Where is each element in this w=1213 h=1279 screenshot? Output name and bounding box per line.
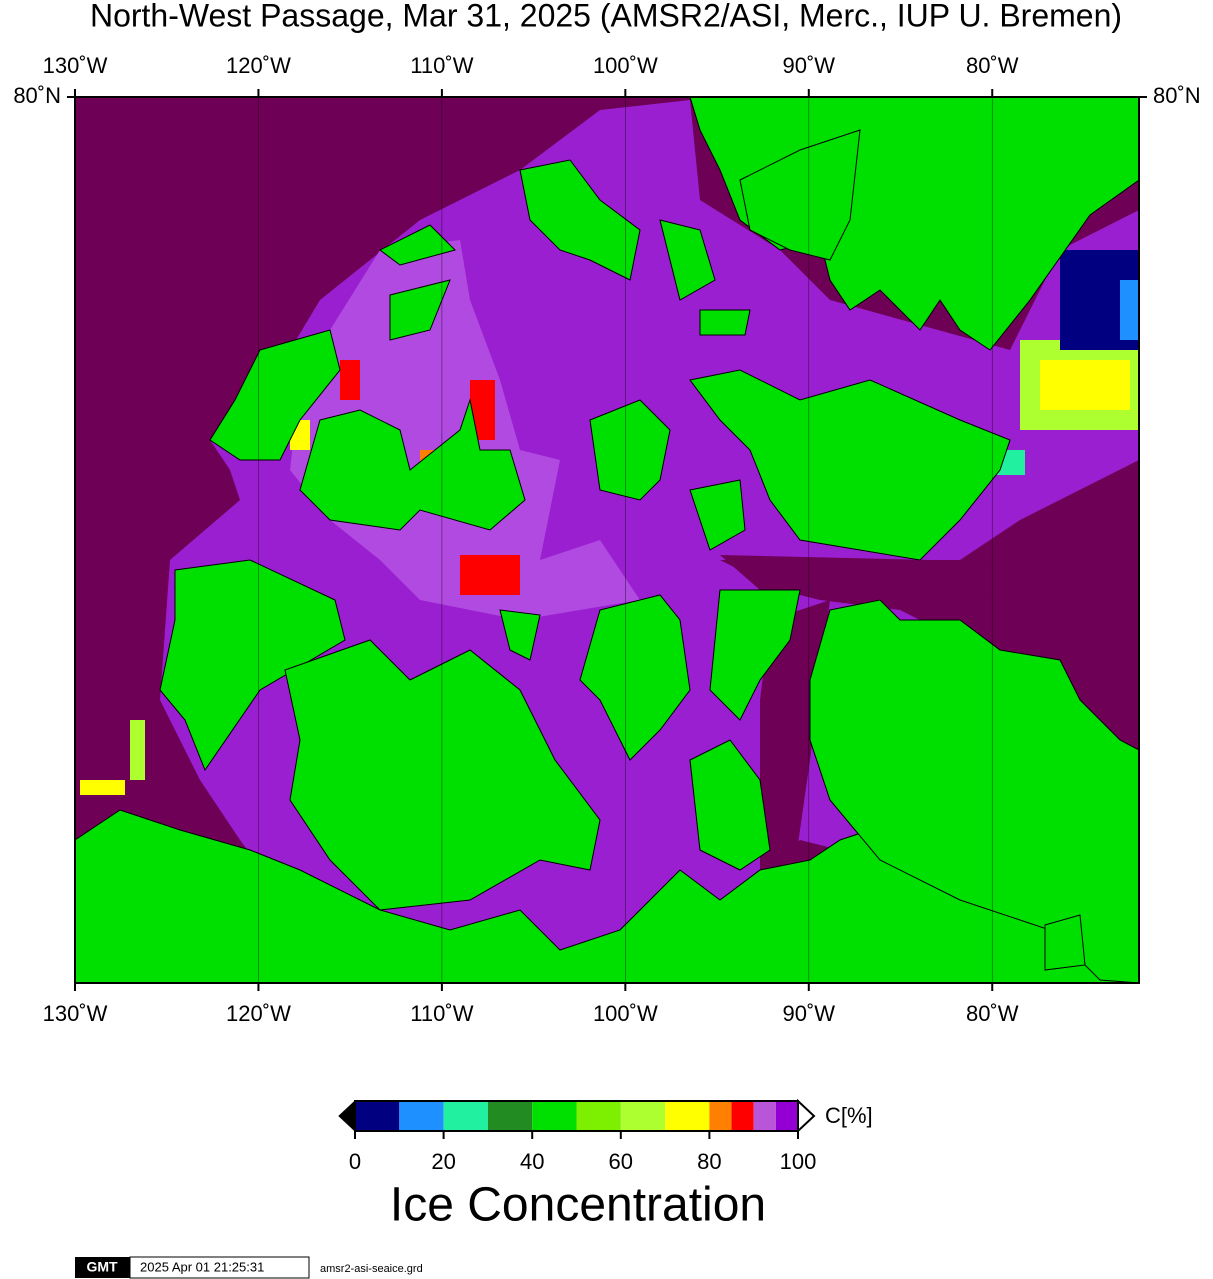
timestamp-box bbox=[129, 1256, 310, 1279]
logo: GMT bbox=[86, 1259, 118, 1275]
island bbox=[299, 398, 526, 531]
island bbox=[499, 609, 541, 661]
island bbox=[209, 329, 341, 461]
island bbox=[659, 219, 716, 301]
island bbox=[579, 594, 691, 761]
colorbar-segment bbox=[355, 1101, 400, 1131]
map bbox=[74, 96, 1140, 984]
title: North-West Passage, Mar 31, 2025 (AMSR2/… bbox=[90, 0, 1122, 33]
island bbox=[589, 399, 671, 501]
lon-label-bottom: 80˚W bbox=[966, 1001, 1019, 1026]
map-frame bbox=[74, 96, 1140, 984]
island bbox=[284, 639, 601, 911]
colorbar-segment bbox=[399, 1101, 444, 1131]
island bbox=[1044, 914, 1086, 971]
lon-label-bottom: 130˚W bbox=[43, 1001, 108, 1026]
colorbar-segment bbox=[443, 1101, 488, 1131]
island bbox=[389, 279, 451, 341]
colorbar-tick-label: 60 bbox=[609, 1149, 633, 1174]
lat-label-left: 80˚N bbox=[13, 83, 61, 108]
lon-label-bottom: 100˚W bbox=[593, 1001, 658, 1026]
colorbar: 0 20 40 60 80 100 bbox=[338, 1098, 817, 1174]
lon-label-top: 80˚W bbox=[966, 53, 1019, 78]
island bbox=[519, 159, 641, 281]
patch bbox=[130, 720, 145, 780]
over-triangle bbox=[797, 1098, 816, 1134]
colorbar-tick-label: 100 bbox=[780, 1149, 817, 1174]
graticule: 130˚W 130˚W 120˚W 120˚W 110˚W 110˚W 100˚W 100˚W… bbox=[13, 53, 1200, 1026]
colorbar-segment bbox=[487, 1101, 533, 1131]
colorbar-segment bbox=[709, 1101, 732, 1131]
patch bbox=[340, 360, 360, 400]
island bbox=[699, 309, 751, 336]
timestamp: 2025 Apr 01 21:25:31 bbox=[140, 1259, 264, 1274]
open-channel bbox=[720, 555, 1139, 600]
lon-label-top: 110˚W bbox=[410, 53, 473, 78]
colorbar-segment bbox=[731, 1101, 754, 1131]
lat-label-right: 80˚N bbox=[1153, 83, 1201, 108]
colorbar-tick-label: 0 bbox=[349, 1149, 361, 1174]
colorbar-unit: C[%] bbox=[825, 1103, 873, 1128]
island bbox=[689, 739, 771, 871]
colorbar-frame bbox=[354, 1100, 799, 1132]
lon-label-bottom: 110˚W bbox=[410, 1001, 473, 1026]
island bbox=[689, 369, 1011, 561]
lon-label-top: 120˚W bbox=[226, 53, 291, 78]
colorbar-segment bbox=[665, 1101, 710, 1131]
island bbox=[709, 589, 801, 721]
lon-label-bottom: 120˚W bbox=[226, 1001, 291, 1026]
lon-label-top: 130˚W bbox=[43, 53, 108, 78]
colorbar-segment bbox=[775, 1101, 798, 1131]
lon-label-top: 100˚W bbox=[593, 53, 658, 78]
island bbox=[159, 559, 346, 772]
island bbox=[379, 224, 456, 266]
logo-box bbox=[75, 1257, 130, 1278]
lon-label-top: 90˚W bbox=[783, 53, 836, 78]
colorbar-segment bbox=[753, 1101, 776, 1131]
island bbox=[689, 479, 746, 551]
island bbox=[739, 129, 861, 261]
colorbar-label: Ice Concentration bbox=[390, 1179, 766, 1232]
lon-label-bottom: 90˚W bbox=[783, 1001, 836, 1026]
colorbar-tick-label: 40 bbox=[520, 1149, 544, 1174]
colorbar-segment bbox=[620, 1101, 666, 1131]
patch bbox=[1120, 280, 1139, 340]
colorbar-segment bbox=[576, 1101, 621, 1131]
colorbar-tick-label: 80 bbox=[697, 1149, 721, 1174]
file-name: amsr2-asi-seaice.grd bbox=[320, 1263, 423, 1275]
patch bbox=[460, 555, 520, 595]
colorbar-segment bbox=[532, 1101, 577, 1131]
under-triangle bbox=[338, 1099, 356, 1133]
patch bbox=[1040, 360, 1130, 410]
land bbox=[74, 96, 1140, 984]
patch bbox=[80, 780, 125, 795]
colorbar-tick-label: 20 bbox=[431, 1149, 455, 1174]
